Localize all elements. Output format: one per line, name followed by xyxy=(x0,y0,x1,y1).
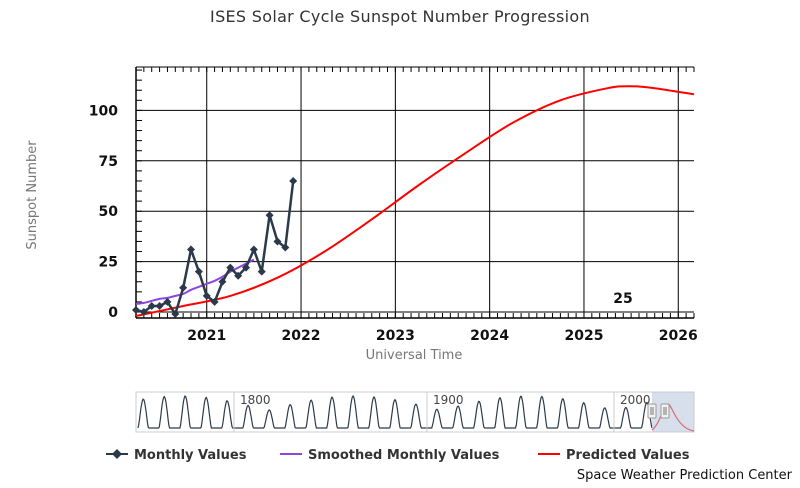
legend-label-smoothed: Smoothed Monthly Values xyxy=(308,448,500,463)
x-tick-label: 2021 xyxy=(187,328,226,344)
monthly-value-marker[interactable] xyxy=(202,291,211,300)
series-layer xyxy=(132,85,695,319)
navigator-history-line xyxy=(137,394,653,429)
y-tick-label: 75 xyxy=(99,154,118,170)
legend-item-monthly[interactable]: Monthly Values xyxy=(106,448,247,463)
navigator-handle-right[interactable] xyxy=(660,403,670,419)
monthly-value-marker[interactable] xyxy=(171,310,180,319)
navigator-selection[interactable] xyxy=(652,392,694,432)
monthly-value-marker[interactable] xyxy=(210,297,219,306)
monthly-value-marker[interactable] xyxy=(281,243,290,252)
x-tick-label: 2026 xyxy=(659,328,698,344)
credit-text: Space Weather Prediction Center xyxy=(577,468,793,483)
monthly-value-marker[interactable] xyxy=(179,283,188,292)
chart-title: ISES Solar Cycle Sunspot Number Progress… xyxy=(210,7,590,26)
monthly-value-marker[interactable] xyxy=(187,245,196,254)
grid-lines xyxy=(136,67,694,318)
navigator-frame xyxy=(135,391,695,433)
monthly-value-marker[interactable] xyxy=(249,245,258,254)
monthly-value-marker[interactable] xyxy=(132,305,140,314)
plot-area xyxy=(136,67,694,318)
x-tick-label: 2024 xyxy=(470,328,509,344)
legend-label-predicted: Predicted Values xyxy=(566,448,690,463)
y-tick-label: 25 xyxy=(99,255,118,271)
y-axis-label: Sunspot Number xyxy=(25,140,40,250)
x-axis-label: Universal Time xyxy=(366,348,463,363)
minor-ticks xyxy=(135,67,695,318)
monthly-value-marker[interactable] xyxy=(234,271,243,280)
monthly-value-marker[interactable] xyxy=(265,211,274,220)
monthly-value-marker[interactable] xyxy=(242,263,251,272)
x-tick-label: 2022 xyxy=(282,328,321,344)
legend: Monthly Values Smoothed Monthly Values P… xyxy=(106,448,690,463)
legend-item-smoothed[interactable]: Smoothed Monthly Values xyxy=(280,448,500,463)
navigator[interactable]: 1800 1900 2000 xyxy=(135,391,695,433)
navigator-year-label: 2000 xyxy=(620,393,651,407)
cycle-annotation: 25 xyxy=(613,291,632,307)
axis-layer: 0 25 50 75 100 2021 2022 2023 2024 2025 2026 xyxy=(89,66,698,344)
x-tick-label: 2023 xyxy=(376,328,415,344)
monthly-value-marker[interactable] xyxy=(218,277,227,286)
monthly-value-marker[interactable] xyxy=(163,297,172,306)
monthly-value-marker[interactable] xyxy=(155,301,164,310)
navigator-year-label: 1800 xyxy=(240,393,271,407)
navigator-year-label: 1900 xyxy=(433,393,464,407)
y-tick-label: 50 xyxy=(99,204,119,220)
y-tick-label: 100 xyxy=(89,103,118,119)
monthly-value-marker[interactable] xyxy=(147,301,156,310)
monthly-value-marker[interactable] xyxy=(226,263,235,272)
legend-item-predicted[interactable]: Predicted Values xyxy=(538,448,690,463)
monthly-value-marker[interactable] xyxy=(194,267,203,276)
monthly-value-marker[interactable] xyxy=(273,237,282,246)
monthly-value-marker[interactable] xyxy=(139,308,148,316)
monthly-value-marker[interactable] xyxy=(257,267,266,276)
x-tick-label: 2025 xyxy=(564,328,603,344)
legend-label-monthly: Monthly Values xyxy=(134,448,247,463)
monthly-value-marker[interactable] xyxy=(289,176,298,185)
smoothed-values-line xyxy=(135,258,255,305)
navigator-handle-left[interactable] xyxy=(647,403,657,419)
y-tick-label: 0 xyxy=(108,305,118,321)
predicted-values-line xyxy=(135,85,695,317)
